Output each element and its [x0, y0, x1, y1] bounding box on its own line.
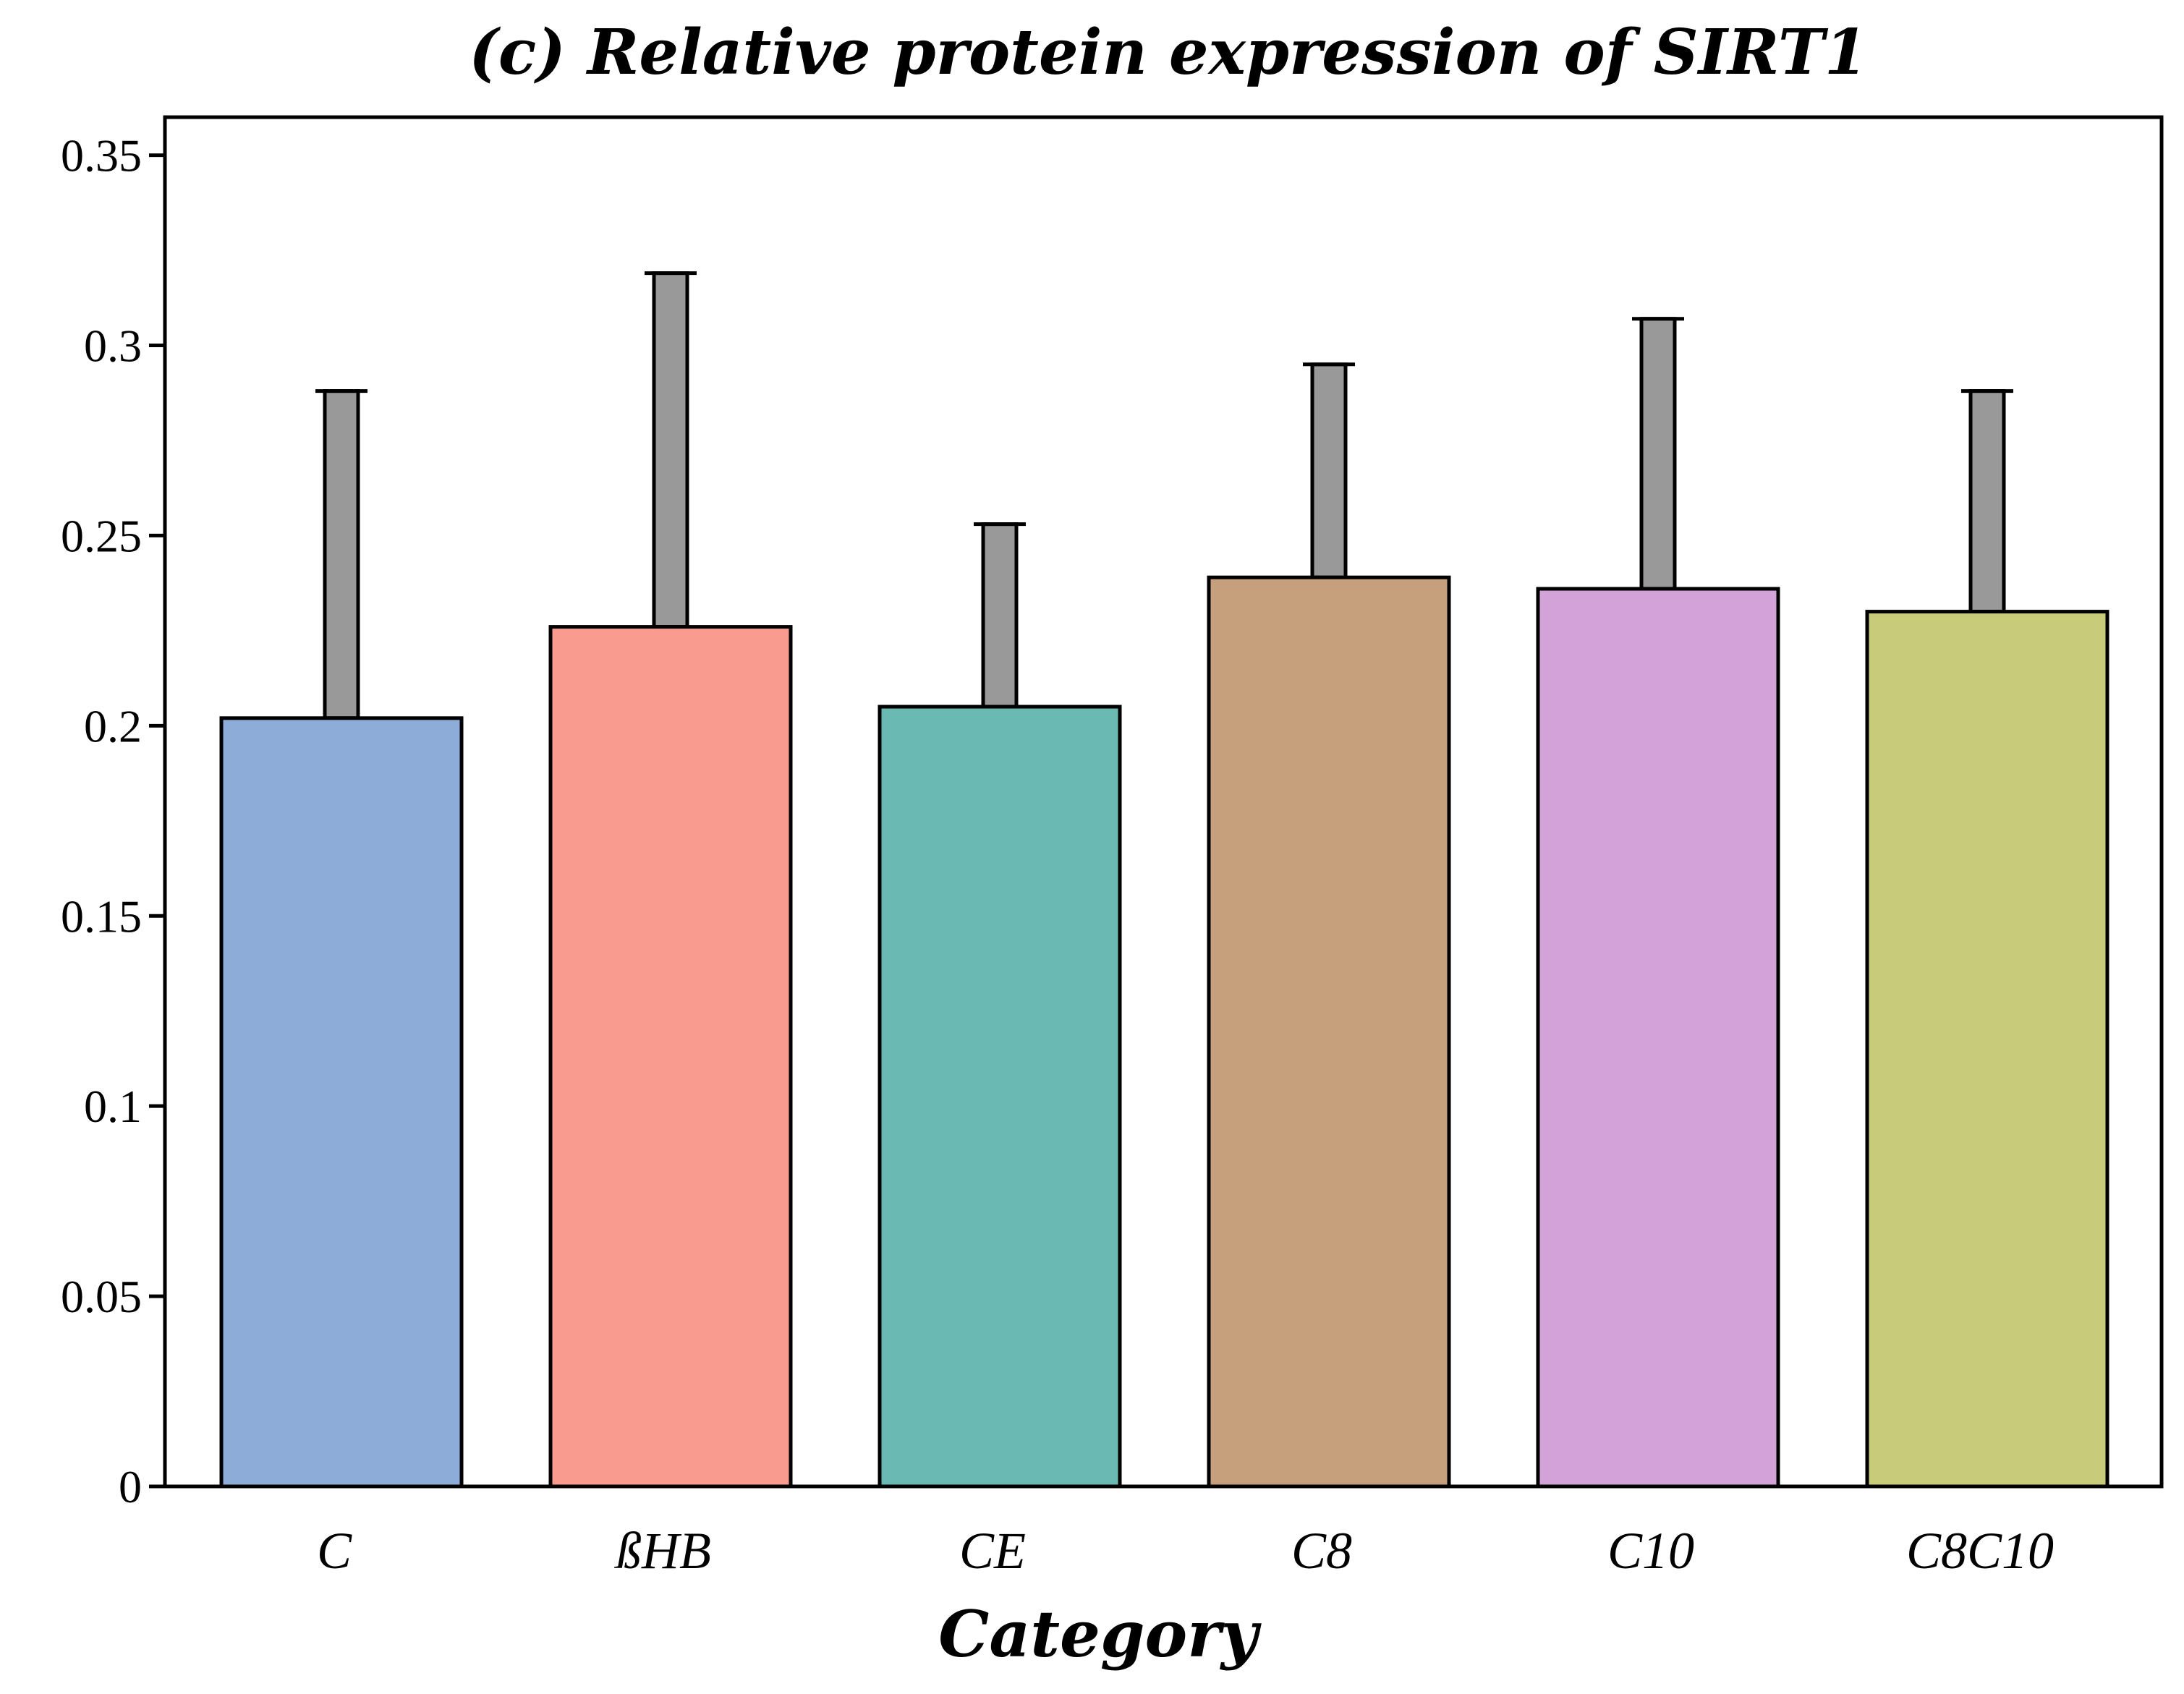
x-tick-label: ßHB — [614, 1522, 711, 1580]
x-tick-label: CE — [959, 1522, 1026, 1580]
bar-2 — [878, 705, 1122, 1489]
error-bar — [323, 389, 360, 720]
plot-frame — [163, 115, 2164, 1489]
x-tick-label: C10 — [1607, 1522, 1694, 1580]
x-axis-title: Category — [938, 1596, 1262, 1672]
y-tick-label: 0 — [119, 1461, 142, 1512]
y-axis-ticks: 0 0.05 0.1 0.15 0.2 0.25 0.3 0.35 — [61, 130, 165, 1512]
bar-4 — [1536, 587, 1780, 1489]
bar-1 — [548, 625, 793, 1489]
error-bar — [1310, 362, 1348, 579]
error-bar — [1968, 389, 2006, 614]
chart-title: (c) Relative protein expression of SIRT1 — [469, 16, 1868, 89]
y-tick-label: 0.15 — [61, 890, 142, 942]
y-tick-label: 0.1 — [84, 1081, 142, 1132]
y-tick-label: 0.2 — [84, 700, 142, 752]
bar-0 — [219, 716, 464, 1489]
x-tick-label: C8C10 — [1906, 1522, 2054, 1580]
bar-3 — [1207, 575, 1451, 1489]
bar-5 — [1865, 610, 2109, 1489]
error-bar — [981, 522, 1019, 709]
error-bar — [1639, 317, 1677, 591]
y-tick-label: 0.05 — [61, 1271, 142, 1322]
bars — [219, 271, 2109, 1489]
x-tick-label: C8 — [1291, 1522, 1352, 1580]
y-tick-label: 0.35 — [61, 130, 142, 182]
y-tick-label: 0.3 — [84, 320, 142, 372]
error-bar — [652, 271, 689, 629]
y-tick-label: 0.25 — [61, 510, 142, 561]
x-tick-label: C — [317, 1522, 352, 1580]
